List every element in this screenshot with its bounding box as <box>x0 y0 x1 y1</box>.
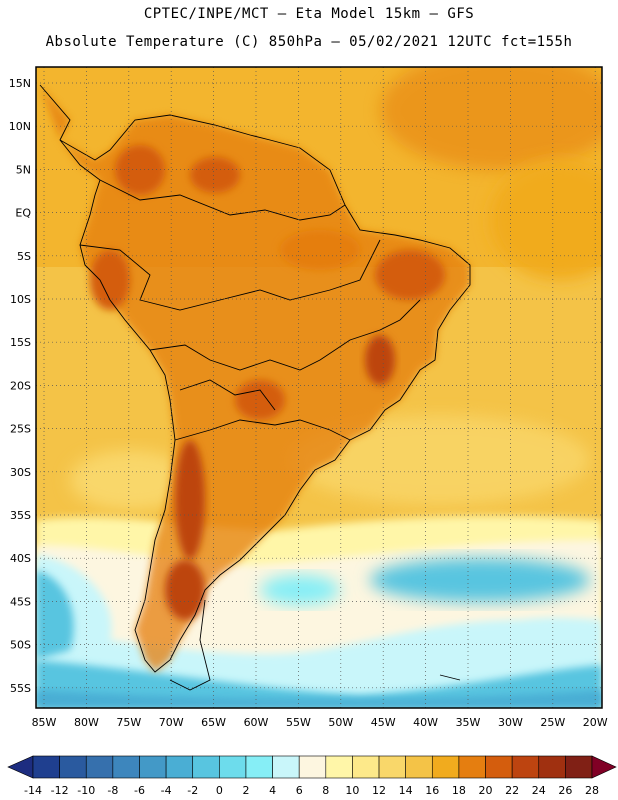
colorbar-swatch <box>59 755 87 779</box>
colorbar-tick-label: 26 <box>558 784 572 797</box>
lat-label: 35S <box>10 509 31 522</box>
lat-label: 15S <box>10 336 31 349</box>
lat-label: 30S <box>10 466 31 479</box>
colorbar-swatch <box>378 755 406 779</box>
lon-label: 35W <box>456 716 481 729</box>
colorbar-swatch <box>219 755 247 779</box>
colorbar-swatch <box>325 755 353 779</box>
colorbar-swatch <box>485 755 513 779</box>
lon-label: 80W <box>74 716 99 729</box>
colorbar-swatch <box>458 755 486 779</box>
colorbar-tick-label: 4 <box>269 784 276 797</box>
longitude-labels: 85W 80W 75W 70W 65W 60W 55W 50W 45W 40W 35W 30W 25W 2… <box>32 716 608 729</box>
lat-label: 10N <box>9 120 31 133</box>
lat-label: 20S <box>10 379 31 392</box>
colorbar-tick-label: -2 <box>187 784 198 797</box>
lon-label: 85W <box>32 716 57 729</box>
colorbar-tick-label: 22 <box>505 784 519 797</box>
lon-label: 25W <box>540 716 565 729</box>
colorbar-swatch <box>538 755 566 779</box>
lon-label: 50W <box>328 716 353 729</box>
colorbar-tick-label: -8 <box>107 784 118 797</box>
colorbar-swatch <box>245 755 273 779</box>
colorbar-tick-label: 18 <box>452 784 466 797</box>
colorbar-swatch <box>298 755 327 779</box>
lon-label: 70W <box>159 716 184 729</box>
colorbar-tick-label: 28 <box>585 784 599 797</box>
lat-label: 10S <box>10 293 31 306</box>
colorbar-swatch <box>32 755 60 779</box>
colorbar-swatch <box>511 755 540 779</box>
colorbar <box>7 755 617 779</box>
colorbar-labels: -14 -12 -10 -8 -6 -4 -2 0 2 4 6 8 10 12 14 16 18 20 22 24 26… <box>24 784 599 797</box>
lat-label: 5N <box>16 163 31 176</box>
gridlines <box>36 67 602 708</box>
colorbar-swatch <box>139 755 167 779</box>
lon-label: 45W <box>371 716 396 729</box>
lon-label: 65W <box>201 716 226 729</box>
colorbar-swatch <box>85 755 114 779</box>
colorbar-swatch <box>352 755 380 779</box>
colorbar-tick-label: -4 <box>161 784 172 797</box>
map-subtitle: Absolute Temperature (C) 850hPa – 05/02/… <box>45 34 573 50</box>
colorbar-tick-label: 6 <box>296 784 303 797</box>
colorbar-tick-label: 12 <box>372 784 386 797</box>
colorbar-tick-label: 16 <box>425 784 439 797</box>
lon-label: 55W <box>286 716 311 729</box>
colorbar-swatch <box>565 755 593 779</box>
colorbar-over-arrow <box>591 755 617 779</box>
lat-label: 5S <box>17 250 31 263</box>
colorbar-tick-label: -6 <box>134 784 145 797</box>
lat-label: 40S <box>10 552 31 565</box>
colorbar-swatch <box>192 755 220 779</box>
lon-label: 20W <box>583 716 608 729</box>
lat-label: 25S <box>10 423 31 436</box>
colorbar-tick-label: 0 <box>216 784 223 797</box>
lat-label: 45S <box>10 595 31 608</box>
colorbar-swatch <box>165 755 194 779</box>
colorbar-swatch <box>272 755 300 779</box>
lat-label: 15N <box>9 77 31 90</box>
colorbar-tick-label: 2 <box>242 784 249 797</box>
colorbar-swatch <box>112 755 140 779</box>
lat-label: 55S <box>10 682 31 695</box>
colorbar-tick-label: 20 <box>479 784 493 797</box>
colorbar-under-arrow <box>7 755 34 779</box>
colorbar-tick-label: -12 <box>51 784 69 797</box>
lat-label: 50S <box>10 639 31 652</box>
colorbar-tick-label: 8 <box>322 784 329 797</box>
lon-label: 30W <box>498 716 523 729</box>
lat-label: EQ <box>15 207 31 220</box>
lon-label: 75W <box>116 716 141 729</box>
colorbar-tick-label: 24 <box>532 784 546 797</box>
colorbar-tick-label: -14 <box>24 784 42 797</box>
colorbar-swatch <box>431 755 460 779</box>
colorbar-swatch <box>405 755 433 779</box>
colorbar-tick-label: 10 <box>345 784 359 797</box>
latitude-labels: 15N 10N 5N EQ 5S 10S 15S 20S 25S 30S 35S 40S 45S 50S 5… <box>9 77 32 695</box>
colorbar-tick-label: 14 <box>399 784 413 797</box>
map-title: CPTEC/INPE/MCT – Eta Model 15km – GFS <box>143 6 475 22</box>
colorbar-tick-label: -10 <box>77 784 95 797</box>
lon-label: 40W <box>413 716 438 729</box>
temperature-field <box>36 67 602 708</box>
map-frame <box>35 66 603 709</box>
lon-label: 60W <box>244 716 269 729</box>
